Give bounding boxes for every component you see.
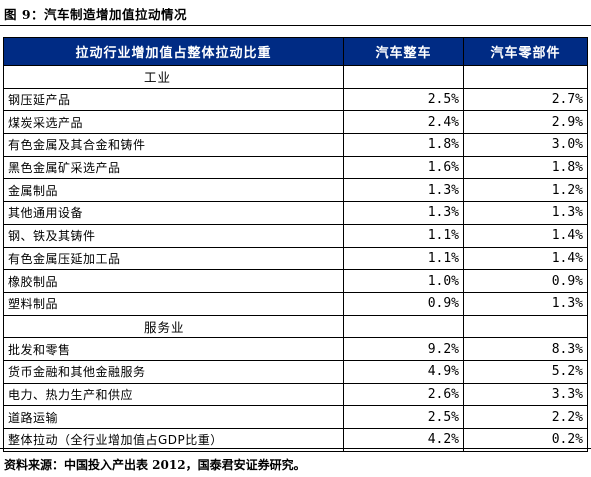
row-label: 金属制品 <box>3 178 344 203</box>
table-row: 货币金融和其他金融服务 4.9% 5.2% <box>3 359 588 384</box>
parts-value: 1.3% <box>463 201 588 225</box>
table-row: 黑色金属矿采选产品 1.6% 1.8% <box>3 155 588 180</box>
parts-value: 3.3% <box>463 382 588 407</box>
total-parts-value: 0.2% <box>463 428 588 452</box>
empty-cell <box>463 65 588 89</box>
parts-value: 1.2% <box>463 178 588 203</box>
section-label: 服务业 <box>3 314 344 339</box>
row-label: 有色金属及其合金和铸件 <box>3 133 344 157</box>
parts-value: 8.3% <box>463 337 588 361</box>
vehicle-value: 1.8% <box>343 133 464 157</box>
parts-value: 2.2% <box>463 405 588 429</box>
section-row: 工业 <box>3 65 588 89</box>
source-note: 资料来源：中国投入产出表 2012，国泰君安证券研究。 <box>4 458 306 472</box>
vehicle-value: 1.1% <box>343 223 464 248</box>
empty-cell <box>343 314 464 339</box>
vehicle-value: 9.2% <box>343 337 464 361</box>
parts-value: 1.4% <box>463 223 588 248</box>
parts-value: 1.4% <box>463 246 588 271</box>
parts-value: 0.9% <box>463 269 588 293</box>
vehicle-value: 1.0% <box>343 269 464 293</box>
parts-value: 3.0% <box>463 133 588 157</box>
parts-value: 1.8% <box>463 155 588 180</box>
table-row: 道路运输 2.5% 2.2% <box>3 405 588 429</box>
row-label: 钢、铁及其铸件 <box>3 223 344 248</box>
header-row: 拉动行业增加值占整体拉动比重 汽车整车 汽车零部件 <box>3 37 588 66</box>
figure-title: 图 9：汽车制造增加值拉动情况 <box>4 7 188 22</box>
empty-cell <box>463 314 588 339</box>
vehicle-value: 1.3% <box>343 178 464 203</box>
section-label: 工业 <box>3 65 344 89</box>
header-parts: 汽车零部件 <box>463 37 588 66</box>
bottom-rule <box>0 448 591 449</box>
total-label: 整体拉动（全行业增加值占GDP比重） <box>3 428 344 452</box>
top-rule <box>0 25 591 26</box>
data-table: 拉动行业增加值占整体拉动比重 汽车整车 汽车零部件 工业 钢压延产品 2.5% 2.7… <box>3 37 588 452</box>
table-row: 煤炭采选产品 2.4% 2.9% <box>3 110 588 135</box>
table-row: 金属制品 1.3% 1.2% <box>3 178 588 203</box>
empty-cell <box>343 65 464 89</box>
vehicle-value: 1.6% <box>343 155 464 180</box>
row-label: 黑色金属矿采选产品 <box>3 155 344 180</box>
row-label: 钢压延产品 <box>3 87 344 112</box>
row-label: 塑料制品 <box>3 291 344 316</box>
parts-value: 1.3% <box>463 291 588 316</box>
section-row: 服务业 <box>3 314 588 339</box>
table-body: 工业 钢压延产品 2.5% 2.7% 煤炭采选产品 2.4% 2.9% 有色金属及其合金和铸件… <box>3 65 588 452</box>
table-row: 塑料制品 0.9% 1.3% <box>3 291 588 316</box>
row-label: 批发和零售 <box>3 337 344 361</box>
parts-value: 2.9% <box>463 110 588 135</box>
vehicle-value: 4.9% <box>343 359 464 384</box>
vehicle-value: 1.1% <box>343 246 464 271</box>
parts-value: 2.7% <box>463 87 588 112</box>
vehicle-value: 2.4% <box>343 110 464 135</box>
row-label: 电力、热力生产和供应 <box>3 382 344 407</box>
vehicle-value: 1.3% <box>343 201 464 225</box>
row-label: 橡胶制品 <box>3 269 344 293</box>
header-category: 拉动行业增加值占整体拉动比重 <box>3 37 344 66</box>
parts-value: 5.2% <box>463 359 588 384</box>
vehicle-value: 0.9% <box>343 291 464 316</box>
row-label: 货币金融和其他金融服务 <box>3 359 344 384</box>
table-row: 钢、铁及其铸件 1.1% 1.4% <box>3 223 588 248</box>
vehicle-value: 2.5% <box>343 405 464 429</box>
row-label: 道路运输 <box>3 405 344 429</box>
table-row: 批发和零售 9.2% 8.3% <box>3 337 588 361</box>
table-row: 其他通用设备 1.3% 1.3% <box>3 201 588 225</box>
table-row: 有色金属及其合金和铸件 1.8% 3.0% <box>3 133 588 157</box>
vehicle-value: 2.6% <box>343 382 464 407</box>
table-row: 钢压延产品 2.5% 2.7% <box>3 87 588 112</box>
table-row: 电力、热力生产和供应 2.6% 3.3% <box>3 382 588 407</box>
row-label: 煤炭采选产品 <box>3 110 344 135</box>
row-label: 其他通用设备 <box>3 201 344 225</box>
vehicle-value: 2.5% <box>343 87 464 112</box>
table-row: 橡胶制品 1.0% 0.9% <box>3 269 588 293</box>
total-row: 整体拉动（全行业增加值占GDP比重） 4.2% 0.2% <box>3 428 588 452</box>
table-row: 有色金属压延加工品 1.1% 1.4% <box>3 246 588 271</box>
header-vehicle: 汽车整车 <box>343 37 464 66</box>
row-label: 有色金属压延加工品 <box>3 246 344 271</box>
